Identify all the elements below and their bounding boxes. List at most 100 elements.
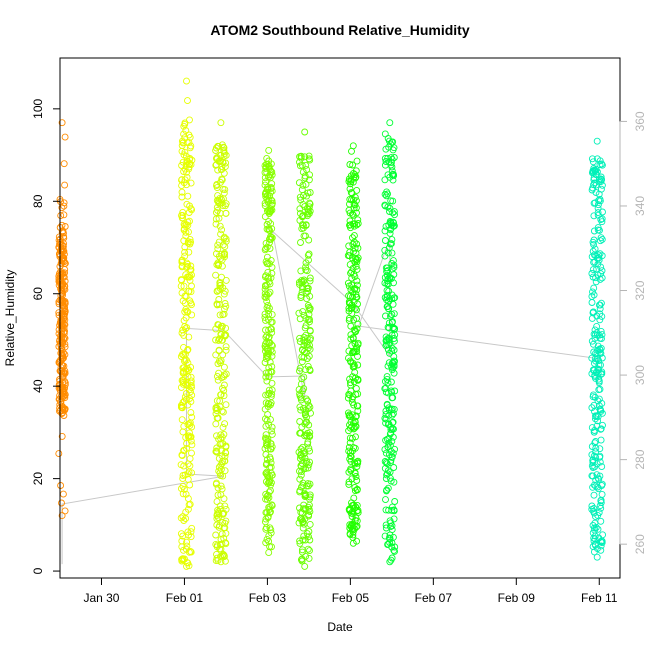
data-point — [299, 443, 307, 451]
data-point — [216, 279, 224, 286]
data-point — [268, 386, 276, 394]
data-point — [596, 316, 604, 324]
chart-title: ATOM2 Southbound Relative_Humidity — [210, 22, 469, 38]
data-point — [296, 162, 304, 170]
data-point — [593, 265, 601, 273]
data-point — [57, 332, 65, 340]
data-point — [296, 403, 304, 411]
data-point — [599, 208, 606, 216]
data-point — [220, 144, 228, 152]
data-point — [297, 445, 305, 453]
data-point — [185, 531, 192, 539]
data-point — [266, 192, 274, 200]
data-point — [592, 453, 600, 461]
data-point — [594, 365, 602, 373]
data-point — [297, 294, 305, 301]
data-point — [386, 349, 393, 357]
data-point — [267, 529, 275, 537]
data-point — [180, 517, 188, 524]
data-point — [263, 535, 271, 543]
data-point — [298, 555, 306, 563]
data-point — [589, 483, 597, 491]
data-point — [345, 478, 353, 486]
y-right-tick-label: 360 — [633, 111, 647, 131]
data-point — [390, 478, 398, 486]
data-point — [594, 201, 602, 209]
y-tick-label: 0 — [31, 567, 45, 574]
data-point — [296, 158, 303, 166]
data-point — [220, 234, 228, 242]
data-point — [181, 471, 189, 479]
data-point — [178, 402, 186, 410]
data-point — [598, 354, 606, 362]
data-point — [383, 460, 391, 468]
data-point — [302, 263, 310, 271]
data-point — [187, 388, 194, 396]
data-point — [352, 473, 360, 480]
y-tick-label: 20 — [31, 472, 45, 486]
data-point — [384, 541, 392, 548]
data-point — [177, 276, 185, 284]
data-point — [181, 176, 189, 184]
data-point — [303, 432, 311, 440]
data-point — [589, 507, 597, 515]
x-tick-label: Feb 01 — [166, 591, 204, 605]
data-point — [305, 176, 313, 184]
data-point — [596, 502, 604, 510]
data-point — [350, 348, 358, 356]
data-point — [588, 186, 596, 194]
data-point — [55, 450, 63, 458]
data-point — [383, 435, 391, 443]
data-point — [381, 385, 389, 393]
data-point — [382, 388, 390, 396]
data-point — [305, 250, 313, 258]
data-point — [58, 432, 66, 440]
data-point — [354, 244, 362, 252]
data-point — [185, 287, 193, 295]
data-point — [383, 471, 391, 479]
data-point — [58, 370, 66, 378]
data-point — [181, 248, 189, 256]
data-point — [213, 155, 221, 163]
data-point — [590, 348, 598, 356]
data-point — [348, 189, 356, 197]
y-axis-right: 260 280 300 320 340 360 — [619, 111, 647, 554]
data-point — [212, 325, 220, 333]
data-point — [220, 392, 228, 400]
data-point — [382, 333, 390, 341]
data-point — [181, 252, 189, 260]
data-point — [181, 393, 189, 401]
data-point — [592, 448, 600, 456]
data-point — [301, 203, 309, 211]
data-point — [179, 555, 187, 563]
data-point — [298, 548, 306, 556]
data-point — [598, 274, 606, 282]
data-point — [353, 477, 361, 484]
data-point — [348, 395, 356, 403]
data-point — [217, 166, 225, 174]
y-right-tick-label: 260 — [633, 534, 647, 554]
data-point — [262, 160, 270, 168]
data-point — [351, 220, 359, 228]
data-point — [179, 475, 187, 483]
data-point — [297, 483, 305, 491]
data-point — [179, 482, 187, 490]
data-point — [590, 284, 598, 292]
data-point — [382, 449, 390, 457]
data-point — [598, 335, 605, 343]
y-tick-label: 100 — [31, 99, 45, 119]
data-point — [304, 397, 311, 405]
data-point — [219, 241, 227, 249]
data-point — [58, 361, 66, 369]
data-point — [180, 367, 188, 375]
data-point — [296, 315, 304, 323]
data-point — [218, 374, 226, 382]
data-point — [386, 539, 394, 546]
data-point — [303, 418, 311, 426]
data-point — [182, 490, 190, 498]
data-point — [220, 381, 228, 389]
data-point — [297, 291, 305, 299]
data-point — [266, 208, 274, 215]
y-tick-label: 40 — [31, 379, 45, 393]
data-point — [385, 404, 393, 412]
